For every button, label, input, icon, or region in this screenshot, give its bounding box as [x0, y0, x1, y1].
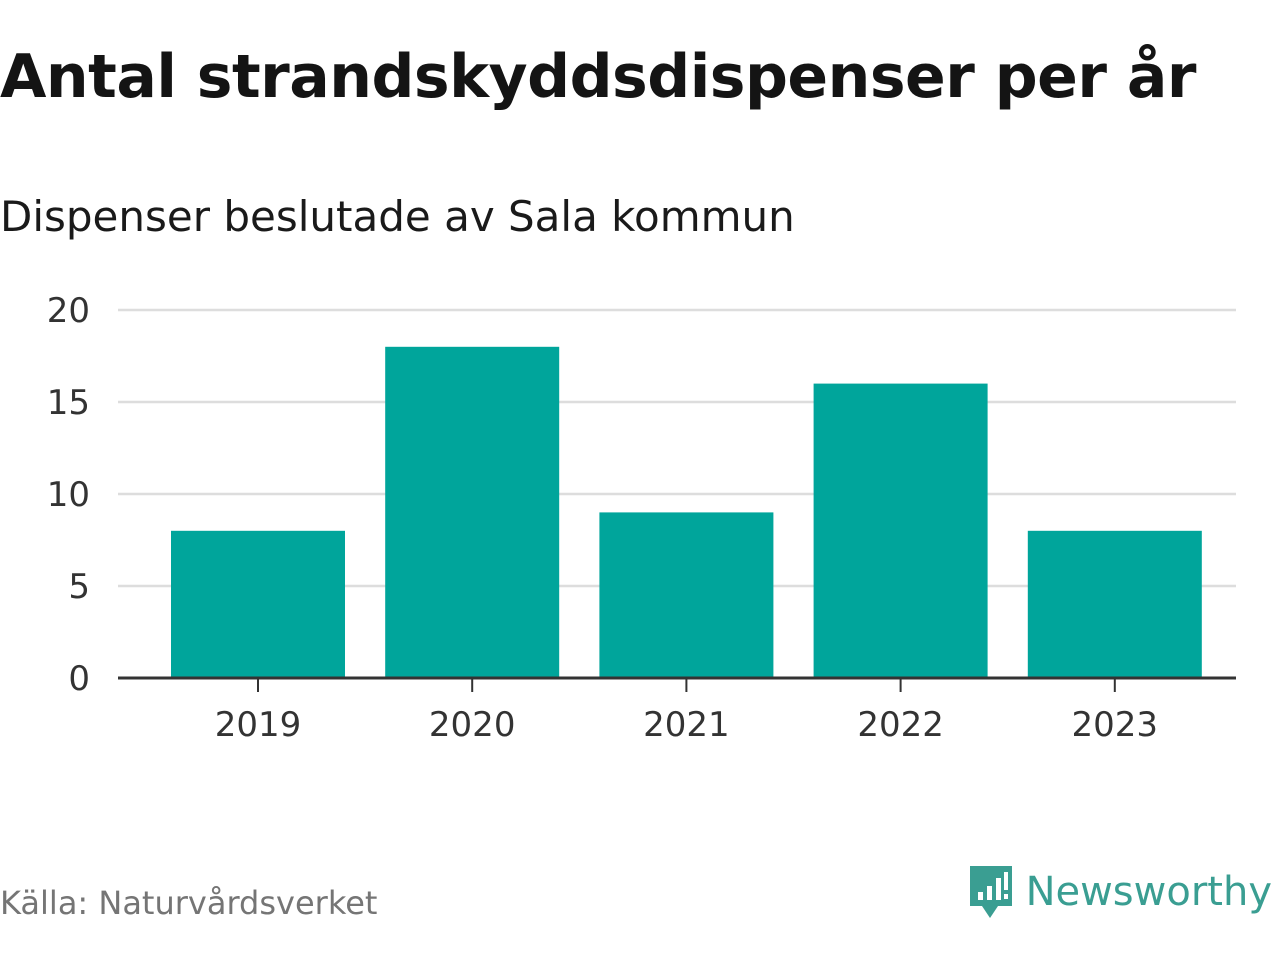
x-tick-label: 2023 — [1072, 705, 1159, 745]
bar-2020 — [385, 346, 560, 678]
brand-name: Newsworthy — [1025, 869, 1272, 915]
y-tick-label: 10 — [47, 475, 90, 515]
y-tick-label: 15 — [47, 383, 90, 423]
y-tick-label: 0 — [68, 659, 90, 699]
bar-2021 — [599, 512, 774, 678]
y-tick-label: 20 — [47, 291, 90, 331]
brand-logo: Newsworthy — [966, 862, 1272, 922]
y-axis-ticks: 0 5 10 15 20 — [47, 291, 90, 699]
bar-chart: 0 5 10 15 20 2019 2020 2021 2022 2023 — [47, 291, 1236, 745]
bar-2022 — [813, 383, 988, 678]
source-note: Källa: Naturvårdsverket — [0, 884, 378, 922]
y-tick-label: 5 — [68, 567, 90, 607]
chart-title: Antal strandskyddsdispenser per år — [0, 42, 1196, 112]
chart-subtitle: Dispenser beslutade av Sala kommun — [0, 192, 795, 241]
bar-2019 — [171, 530, 345, 678]
x-tick-label: 2021 — [643, 705, 730, 745]
bar-2023 — [1027, 530, 1202, 678]
x-tick-label: 2020 — [429, 705, 516, 745]
newsworthy-logo-icon — [969, 866, 1012, 918]
bars — [171, 346, 1202, 678]
x-axis: 2019 2020 2021 2022 2023 — [118, 676, 1236, 745]
x-tick-label: 2022 — [857, 705, 944, 745]
x-tick-label: 2019 — [215, 705, 302, 745]
